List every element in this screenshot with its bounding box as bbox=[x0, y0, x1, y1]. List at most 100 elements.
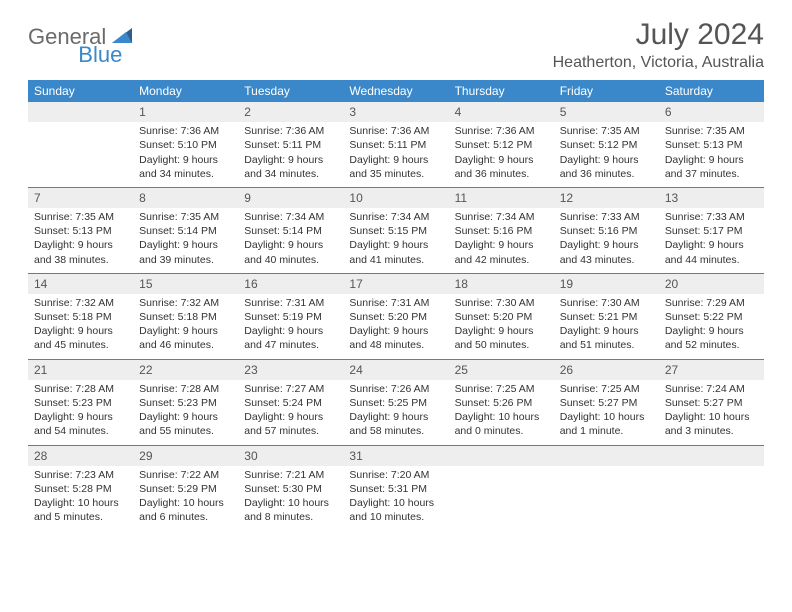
daylight-line: Daylight: 10 hours and 3 minutes. bbox=[665, 410, 758, 438]
weekday-header: Thursday bbox=[449, 80, 554, 102]
calendar-cell: 4Sunrise: 7:36 AMSunset: 5:12 PMDaylight… bbox=[449, 102, 554, 187]
daylight-line: Daylight: 9 hours and 45 minutes. bbox=[34, 324, 127, 352]
sunset-line: Sunset: 5:25 PM bbox=[349, 396, 442, 410]
sunrise-line: Sunrise: 7:32 AM bbox=[139, 296, 232, 310]
sunset-line: Sunset: 5:19 PM bbox=[244, 310, 337, 324]
weekday-header: Friday bbox=[554, 80, 659, 102]
day-body: Sunrise: 7:30 AMSunset: 5:20 PMDaylight:… bbox=[449, 294, 554, 359]
day-body: Sunrise: 7:25 AMSunset: 5:26 PMDaylight:… bbox=[449, 380, 554, 445]
day-number: 16 bbox=[238, 274, 343, 294]
sunset-line: Sunset: 5:13 PM bbox=[665, 138, 758, 152]
day-number: 19 bbox=[554, 274, 659, 294]
title-block: July 2024 Heatherton, Victoria, Australi… bbox=[553, 18, 764, 72]
sunset-line: Sunset: 5:11 PM bbox=[349, 138, 442, 152]
day-number: 12 bbox=[554, 188, 659, 208]
sunrise-line: Sunrise: 7:36 AM bbox=[139, 124, 232, 138]
sunrise-line: Sunrise: 7:21 AM bbox=[244, 468, 337, 482]
day-number: 11 bbox=[449, 188, 554, 208]
daylight-line: Daylight: 9 hours and 36 minutes. bbox=[455, 153, 548, 181]
day-number: 25 bbox=[449, 360, 554, 380]
calendar-cell: 29Sunrise: 7:22 AMSunset: 5:29 PMDayligh… bbox=[133, 445, 238, 530]
daylight-line: Daylight: 9 hours and 50 minutes. bbox=[455, 324, 548, 352]
calendar-cell: 8Sunrise: 7:35 AMSunset: 5:14 PMDaylight… bbox=[133, 187, 238, 273]
day-number: 23 bbox=[238, 360, 343, 380]
day-number-empty bbox=[659, 446, 764, 466]
calendar-cell bbox=[659, 445, 764, 530]
daylight-line: Daylight: 9 hours and 34 minutes. bbox=[139, 153, 232, 181]
day-body: Sunrise: 7:33 AMSunset: 5:17 PMDaylight:… bbox=[659, 208, 764, 273]
daylight-line: Daylight: 9 hours and 37 minutes. bbox=[665, 153, 758, 181]
calendar-cell: 16Sunrise: 7:31 AMSunset: 5:19 PMDayligh… bbox=[238, 273, 343, 359]
calendar-cell: 14Sunrise: 7:32 AMSunset: 5:18 PMDayligh… bbox=[28, 273, 133, 359]
weekday-header: Wednesday bbox=[343, 80, 448, 102]
day-number: 20 bbox=[659, 274, 764, 294]
sunrise-line: Sunrise: 7:34 AM bbox=[349, 210, 442, 224]
day-body: Sunrise: 7:21 AMSunset: 5:30 PMDaylight:… bbox=[238, 466, 343, 531]
sunrise-line: Sunrise: 7:28 AM bbox=[139, 382, 232, 396]
daylight-line: Daylight: 10 hours and 10 minutes. bbox=[349, 496, 442, 524]
sunset-line: Sunset: 5:24 PM bbox=[244, 396, 337, 410]
day-body: Sunrise: 7:22 AMSunset: 5:29 PMDaylight:… bbox=[133, 466, 238, 531]
day-number: 10 bbox=[343, 188, 448, 208]
calendar-cell: 23Sunrise: 7:27 AMSunset: 5:24 PMDayligh… bbox=[238, 359, 343, 445]
day-number: 18 bbox=[449, 274, 554, 294]
calendar-cell bbox=[449, 445, 554, 530]
calendar-cell: 27Sunrise: 7:24 AMSunset: 5:27 PMDayligh… bbox=[659, 359, 764, 445]
daylight-line: Daylight: 9 hours and 34 minutes. bbox=[244, 153, 337, 181]
day-body: Sunrise: 7:23 AMSunset: 5:28 PMDaylight:… bbox=[28, 466, 133, 531]
calendar-table: SundayMondayTuesdayWednesdayThursdayFrid… bbox=[28, 80, 764, 530]
calendar-cell: 30Sunrise: 7:21 AMSunset: 5:30 PMDayligh… bbox=[238, 445, 343, 530]
daylight-line: Daylight: 9 hours and 55 minutes. bbox=[139, 410, 232, 438]
day-body: Sunrise: 7:35 AMSunset: 5:13 PMDaylight:… bbox=[28, 208, 133, 273]
sunrise-line: Sunrise: 7:26 AM bbox=[349, 382, 442, 396]
daylight-line: Daylight: 9 hours and 51 minutes. bbox=[560, 324, 653, 352]
day-body: Sunrise: 7:36 AMSunset: 5:11 PMDaylight:… bbox=[343, 122, 448, 187]
calendar-header-row: SundayMondayTuesdayWednesdayThursdayFrid… bbox=[28, 80, 764, 102]
day-number-empty bbox=[449, 446, 554, 466]
daylight-line: Daylight: 9 hours and 57 minutes. bbox=[244, 410, 337, 438]
calendar-cell: 6Sunrise: 7:35 AMSunset: 5:13 PMDaylight… bbox=[659, 102, 764, 187]
day-body: Sunrise: 7:24 AMSunset: 5:27 PMDaylight:… bbox=[659, 380, 764, 445]
day-number: 27 bbox=[659, 360, 764, 380]
sunset-line: Sunset: 5:28 PM bbox=[34, 482, 127, 496]
weekday-header: Tuesday bbox=[238, 80, 343, 102]
day-body: Sunrise: 7:32 AMSunset: 5:18 PMDaylight:… bbox=[28, 294, 133, 359]
daylight-line: Daylight: 9 hours and 39 minutes. bbox=[139, 238, 232, 266]
day-body: Sunrise: 7:28 AMSunset: 5:23 PMDaylight:… bbox=[133, 380, 238, 445]
sunrise-line: Sunrise: 7:36 AM bbox=[349, 124, 442, 138]
sunrise-line: Sunrise: 7:36 AM bbox=[455, 124, 548, 138]
day-number-empty bbox=[28, 102, 133, 122]
day-body: Sunrise: 7:34 AMSunset: 5:14 PMDaylight:… bbox=[238, 208, 343, 273]
sunrise-line: Sunrise: 7:35 AM bbox=[665, 124, 758, 138]
sunset-line: Sunset: 5:23 PM bbox=[34, 396, 127, 410]
daylight-line: Daylight: 9 hours and 36 minutes. bbox=[560, 153, 653, 181]
page-title: July 2024 bbox=[553, 18, 764, 52]
sunrise-line: Sunrise: 7:22 AM bbox=[139, 468, 232, 482]
day-number: 9 bbox=[238, 188, 343, 208]
day-number: 31 bbox=[343, 446, 448, 466]
day-number: 28 bbox=[28, 446, 133, 466]
brand-word-2: Blue bbox=[78, 42, 122, 68]
sunset-line: Sunset: 5:29 PM bbox=[139, 482, 232, 496]
day-body: Sunrise: 7:30 AMSunset: 5:21 PMDaylight:… bbox=[554, 294, 659, 359]
sunset-line: Sunset: 5:27 PM bbox=[560, 396, 653, 410]
day-number: 4 bbox=[449, 102, 554, 122]
sunrise-line: Sunrise: 7:20 AM bbox=[349, 468, 442, 482]
calendar-cell: 15Sunrise: 7:32 AMSunset: 5:18 PMDayligh… bbox=[133, 273, 238, 359]
sunset-line: Sunset: 5:21 PM bbox=[560, 310, 653, 324]
calendar-cell: 10Sunrise: 7:34 AMSunset: 5:15 PMDayligh… bbox=[343, 187, 448, 273]
calendar-cell: 22Sunrise: 7:28 AMSunset: 5:23 PMDayligh… bbox=[133, 359, 238, 445]
sunset-line: Sunset: 5:16 PM bbox=[560, 224, 653, 238]
day-number: 22 bbox=[133, 360, 238, 380]
sunrise-line: Sunrise: 7:31 AM bbox=[244, 296, 337, 310]
calendar-cell: 13Sunrise: 7:33 AMSunset: 5:17 PMDayligh… bbox=[659, 187, 764, 273]
day-number: 7 bbox=[28, 188, 133, 208]
sunrise-line: Sunrise: 7:33 AM bbox=[665, 210, 758, 224]
daylight-line: Daylight: 10 hours and 8 minutes. bbox=[244, 496, 337, 524]
sunset-line: Sunset: 5:17 PM bbox=[665, 224, 758, 238]
sunset-line: Sunset: 5:13 PM bbox=[34, 224, 127, 238]
calendar-cell: 3Sunrise: 7:36 AMSunset: 5:11 PMDaylight… bbox=[343, 102, 448, 187]
sunset-line: Sunset: 5:20 PM bbox=[455, 310, 548, 324]
sunset-line: Sunset: 5:12 PM bbox=[560, 138, 653, 152]
day-number: 15 bbox=[133, 274, 238, 294]
